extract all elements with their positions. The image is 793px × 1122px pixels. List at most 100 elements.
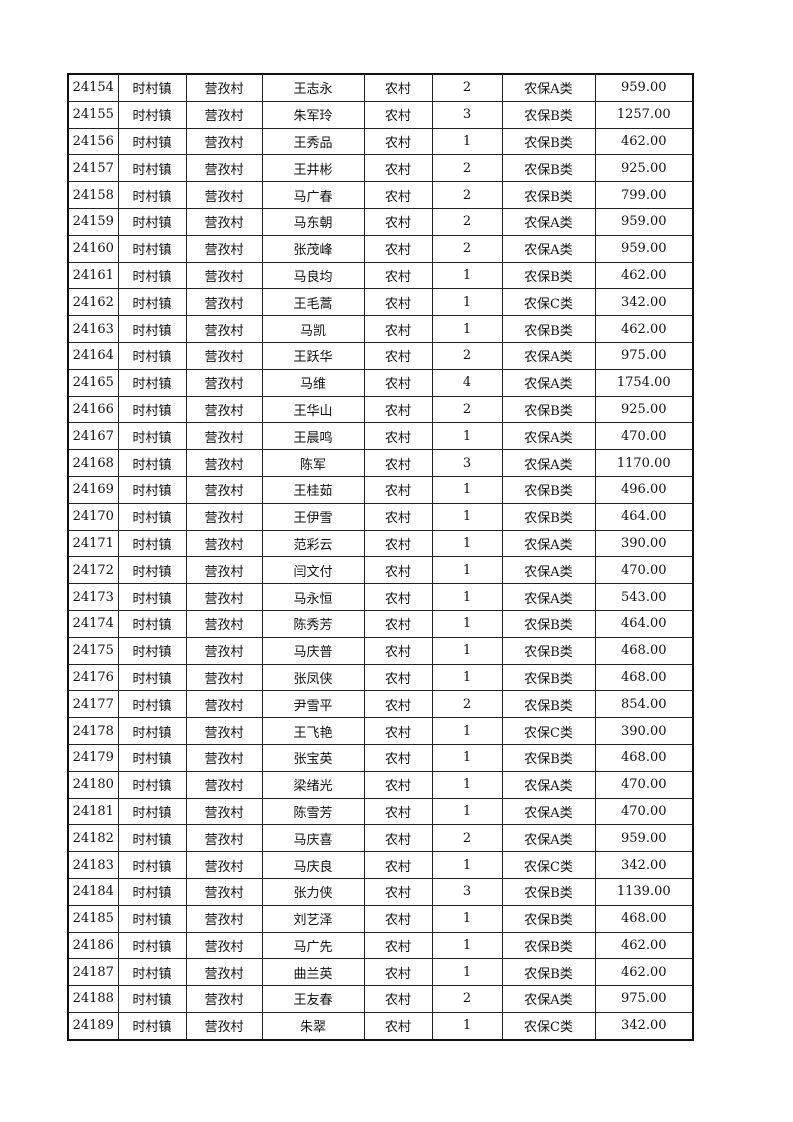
id-cell: 24177 bbox=[67, 690, 119, 719]
town-cell: 时村镇 bbox=[117, 154, 187, 183]
amount-cell: 342.00 bbox=[594, 1011, 694, 1041]
count-cell: 1 bbox=[431, 931, 503, 960]
name-cell: 马庆普 bbox=[261, 636, 365, 665]
type-cell: 农村 bbox=[363, 690, 433, 719]
village-cell: 营孜村 bbox=[185, 824, 263, 853]
id-cell: 24178 bbox=[67, 717, 119, 745]
count-cell: 1 bbox=[431, 529, 503, 558]
name-cell: 马东朝 bbox=[261, 207, 365, 236]
table-row: 24170 时村镇 营孜村 王伊雪 农村 1 农保B类 464.00 bbox=[67, 502, 694, 531]
name-cell: 王晨鸣 bbox=[261, 422, 365, 451]
type-cell: 农村 bbox=[363, 288, 433, 317]
town-cell: 时村镇 bbox=[117, 851, 187, 879]
table-row: 24181 时村镇 营孜村 陈雪芳 农村 1 农保A类 470.00 bbox=[67, 797, 694, 826]
type-cell: 农村 bbox=[363, 958, 433, 987]
count-cell: 1 bbox=[431, 958, 503, 987]
town-cell: 时村镇 bbox=[117, 368, 187, 397]
id-cell: 24179 bbox=[67, 743, 119, 772]
category-cell: 农保B类 bbox=[501, 127, 596, 156]
name-cell: 范彩云 bbox=[261, 529, 365, 558]
id-cell: 24163 bbox=[67, 315, 119, 343]
type-cell: 农村 bbox=[363, 207, 433, 236]
category-cell: 农保B类 bbox=[501, 931, 596, 960]
count-cell: 1 bbox=[431, 556, 503, 585]
amount-cell: 1139.00 bbox=[594, 877, 694, 906]
village-cell: 营孜村 bbox=[185, 502, 263, 531]
table-row: 24183 时村镇 营孜村 马庆良 农村 1 农保C类 342.00 bbox=[67, 851, 694, 879]
count-cell: 2 bbox=[431, 395, 503, 424]
id-cell: 24171 bbox=[67, 529, 119, 558]
name-cell: 陈雪芳 bbox=[261, 797, 365, 826]
amount-cell: 468.00 bbox=[594, 743, 694, 772]
village-cell: 营孜村 bbox=[185, 931, 263, 960]
name-cell: 王华山 bbox=[261, 395, 365, 424]
category-cell: 农保C类 bbox=[501, 1011, 596, 1041]
amount-cell: 799.00 bbox=[594, 181, 694, 209]
town-cell: 时村镇 bbox=[117, 207, 187, 236]
amount-cell: 468.00 bbox=[594, 636, 694, 665]
name-cell: 马庆良 bbox=[261, 851, 365, 879]
town-cell: 时村镇 bbox=[117, 475, 187, 504]
type-cell: 农村 bbox=[363, 73, 433, 102]
town-cell: 时村镇 bbox=[117, 985, 187, 1013]
type-cell: 农村 bbox=[363, 770, 433, 799]
id-cell: 24168 bbox=[67, 449, 119, 477]
id-cell: 24173 bbox=[67, 583, 119, 611]
id-cell: 24180 bbox=[67, 770, 119, 799]
town-cell: 时村镇 bbox=[117, 877, 187, 906]
table-row: 24184 时村镇 营孜村 张力侠 农村 3 农保B类 1139.00 bbox=[67, 877, 694, 906]
village-cell: 营孜村 bbox=[185, 261, 263, 290]
name-cell: 闫文付 bbox=[261, 556, 365, 585]
town-cell: 时村镇 bbox=[117, 609, 187, 638]
type-cell: 农村 bbox=[363, 717, 433, 745]
town-cell: 时村镇 bbox=[117, 663, 187, 692]
village-cell: 营孜村 bbox=[185, 556, 263, 585]
amount-cell: 975.00 bbox=[594, 341, 694, 370]
category-cell: 农保B类 bbox=[501, 475, 596, 504]
town-cell: 时村镇 bbox=[117, 958, 187, 987]
town-cell: 时村镇 bbox=[117, 931, 187, 960]
id-cell: 24157 bbox=[67, 154, 119, 183]
village-cell: 营孜村 bbox=[185, 797, 263, 826]
name-cell: 张力侠 bbox=[261, 877, 365, 906]
village-cell: 营孜村 bbox=[185, 609, 263, 638]
count-cell: 2 bbox=[431, 234, 503, 263]
type-cell: 农村 bbox=[363, 395, 433, 424]
village-cell: 营孜村 bbox=[185, 743, 263, 772]
id-cell: 24167 bbox=[67, 422, 119, 451]
type-cell: 农村 bbox=[363, 985, 433, 1013]
table-row: 24168 时村镇 营孜村 陈军 农村 3 农保A类 1170.00 bbox=[67, 449, 694, 477]
amount-cell: 462.00 bbox=[594, 931, 694, 960]
count-cell: 3 bbox=[431, 449, 503, 477]
town-cell: 时村镇 bbox=[117, 341, 187, 370]
name-cell: 马广先 bbox=[261, 931, 365, 960]
type-cell: 农村 bbox=[363, 154, 433, 183]
category-cell: 农保B类 bbox=[501, 636, 596, 665]
table-row: 24174 时村镇 营孜村 陈秀芳 农村 1 农保B类 464.00 bbox=[67, 609, 694, 638]
category-cell: 农保A类 bbox=[501, 341, 596, 370]
type-cell: 农村 bbox=[363, 529, 433, 558]
table-row: 24160 时村镇 营孜村 张茂峰 农村 2 农保A类 959.00 bbox=[67, 234, 694, 263]
category-cell: 农保B类 bbox=[501, 315, 596, 343]
count-cell: 1 bbox=[431, 583, 503, 611]
count-cell: 4 bbox=[431, 368, 503, 397]
category-cell: 农保C类 bbox=[501, 717, 596, 745]
village-cell: 营孜村 bbox=[185, 690, 263, 719]
town-cell: 时村镇 bbox=[117, 449, 187, 477]
village-cell: 营孜村 bbox=[185, 100, 263, 129]
village-cell: 营孜村 bbox=[185, 234, 263, 263]
table-row: 24157 时村镇 营孜村 王井彬 农村 2 农保B类 925.00 bbox=[67, 154, 694, 183]
town-cell: 时村镇 bbox=[117, 743, 187, 772]
category-cell: 农保B类 bbox=[501, 690, 596, 719]
category-cell: 农保B类 bbox=[501, 502, 596, 531]
type-cell: 农村 bbox=[363, 743, 433, 772]
category-cell: 农保A类 bbox=[501, 422, 596, 451]
id-cell: 24154 bbox=[67, 73, 119, 102]
village-cell: 营孜村 bbox=[185, 663, 263, 692]
table-row: 24187 时村镇 营孜村 曲兰英 农村 1 农保B类 462.00 bbox=[67, 958, 694, 987]
type-cell: 农村 bbox=[363, 181, 433, 209]
count-cell: 1 bbox=[431, 797, 503, 826]
name-cell: 曲兰英 bbox=[261, 958, 365, 987]
town-cell: 时村镇 bbox=[117, 181, 187, 209]
name-cell: 陈秀芳 bbox=[261, 609, 365, 638]
